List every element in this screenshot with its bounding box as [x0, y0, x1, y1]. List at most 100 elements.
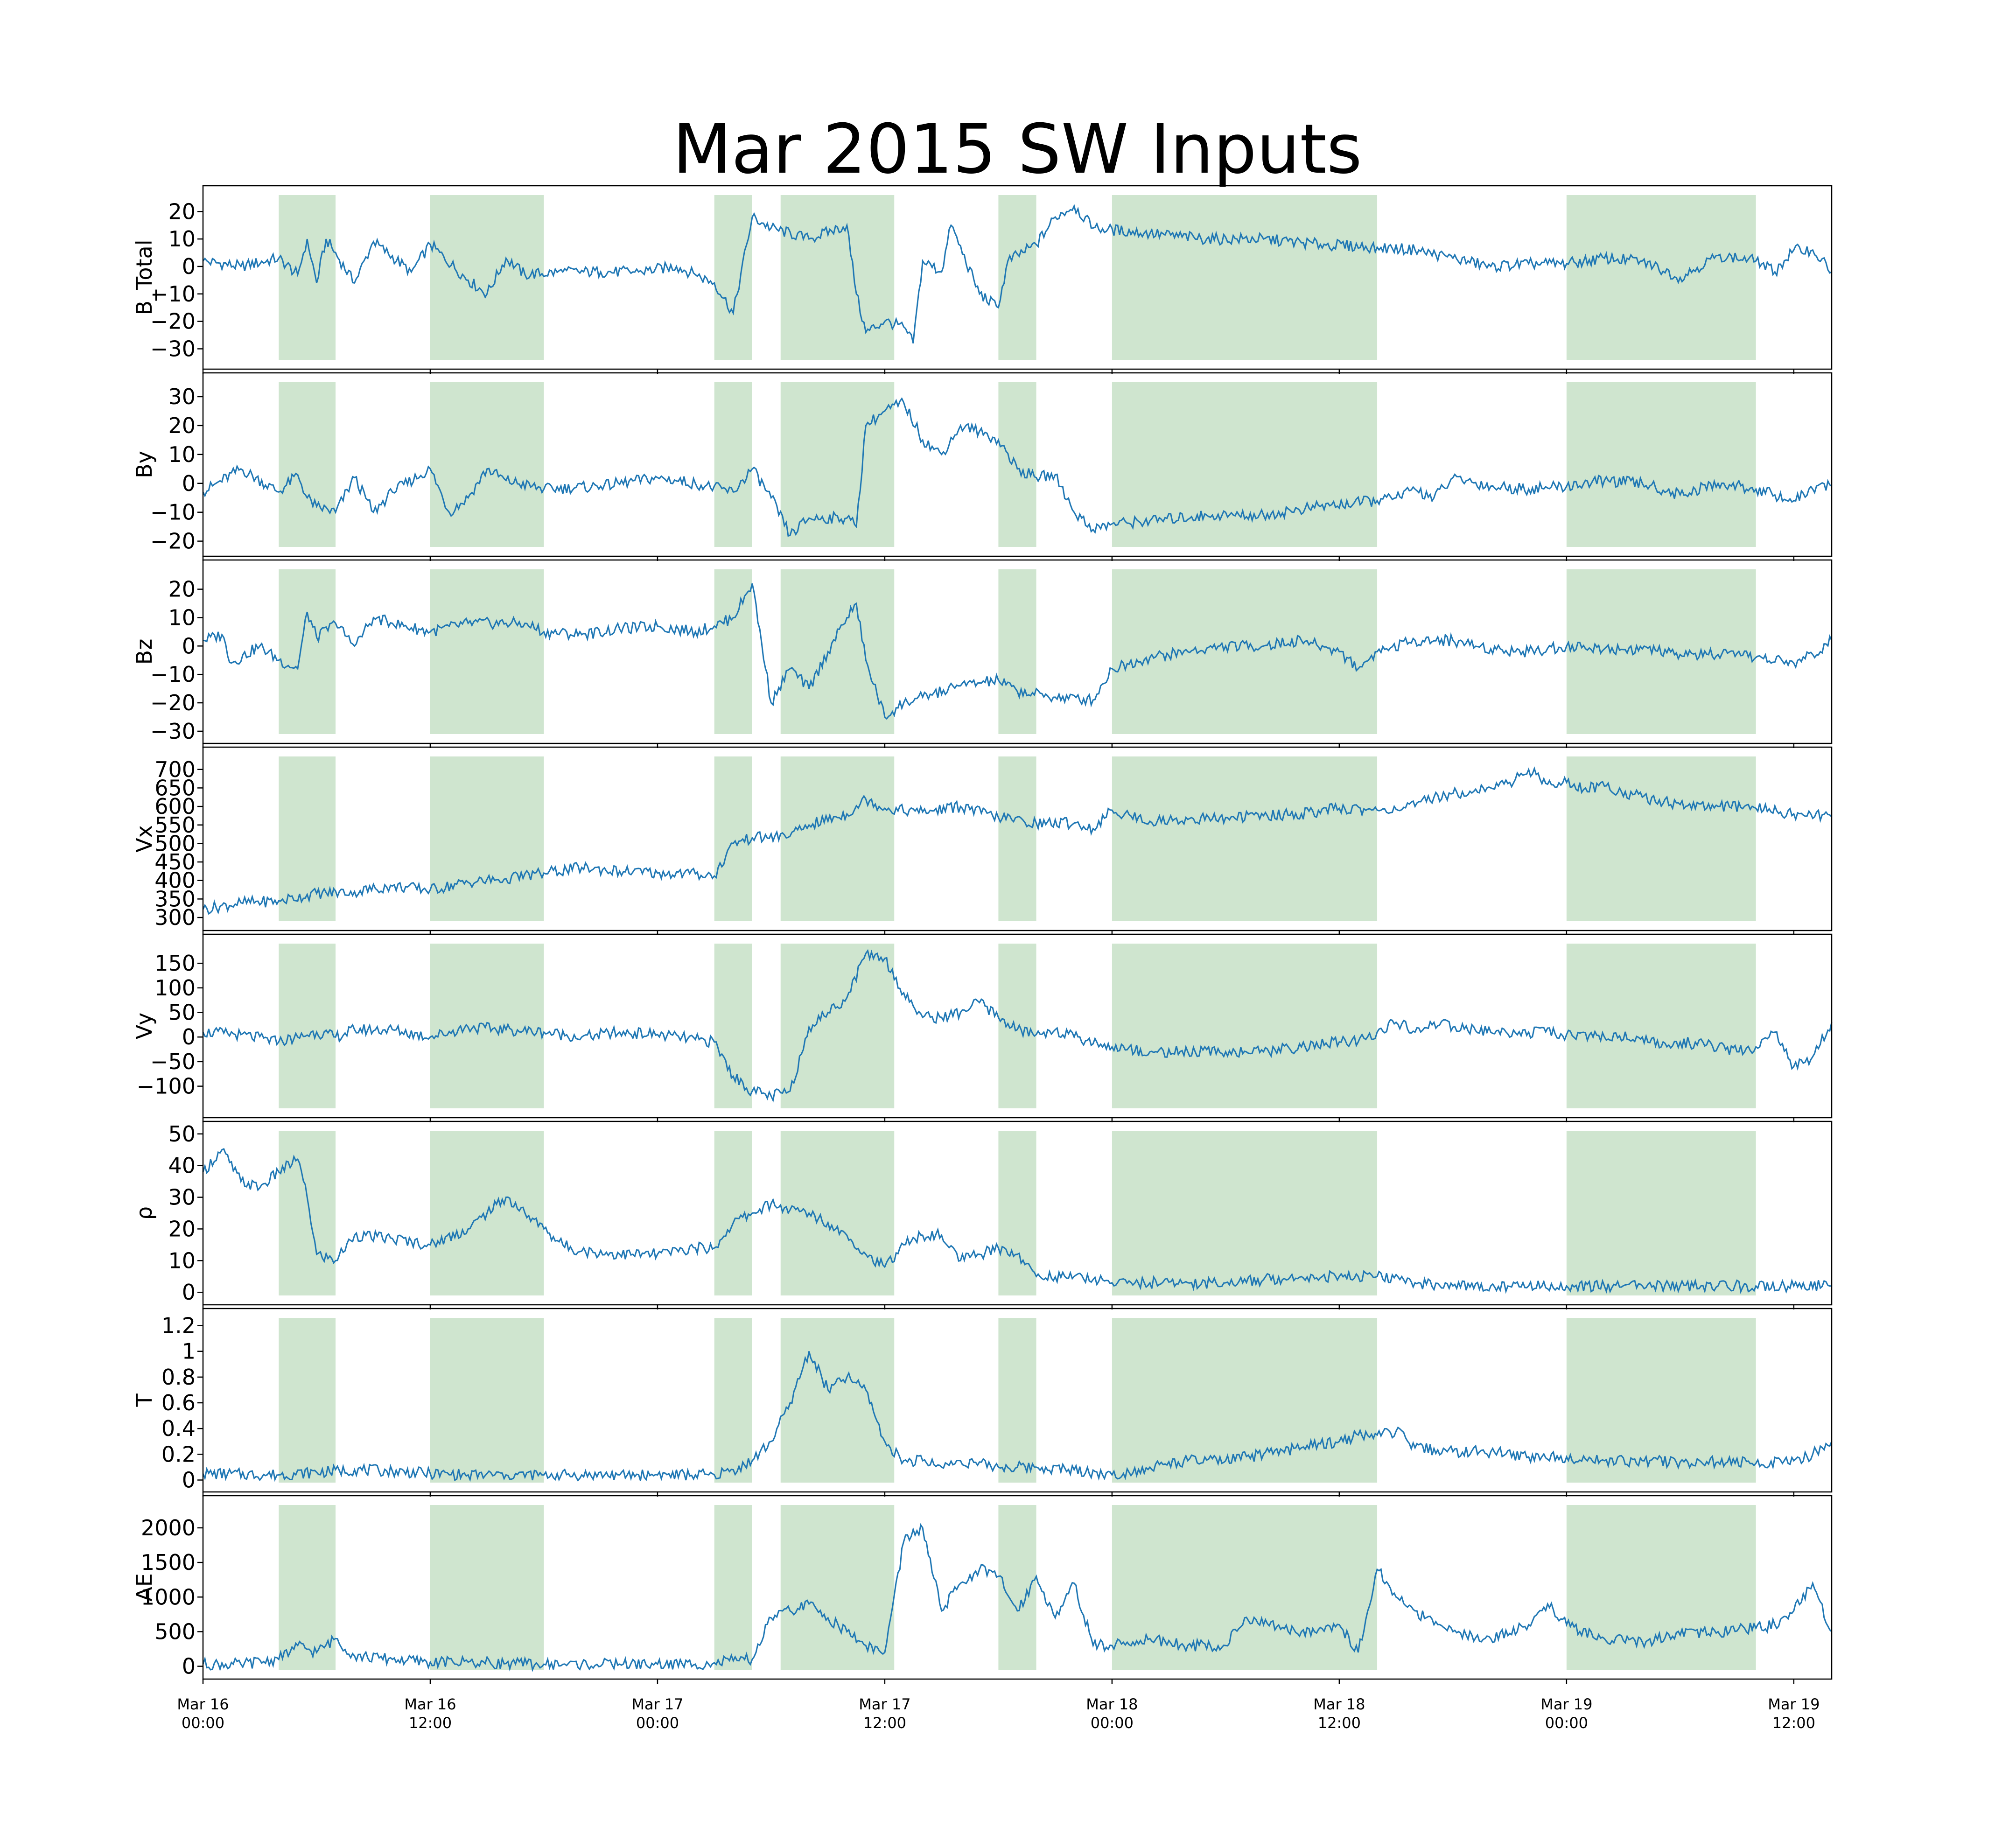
shaded-interval	[279, 1505, 336, 1670]
y-tick-label: 0.4	[161, 1416, 196, 1441]
y-tick-label: 20	[168, 1216, 196, 1241]
shaded-interval	[279, 944, 336, 1108]
y-tick-label: −10	[150, 662, 196, 687]
series-line	[202, 949, 1833, 1103]
chart-panels: 20100−10−20−30B_Total3020100−10−20By2010…	[132, 185, 1833, 1732]
shaded-interval	[1566, 944, 1756, 1108]
series-line	[202, 1523, 1833, 1673]
shaded-interval	[998, 382, 1036, 547]
y-axis-label: By	[132, 451, 157, 478]
x-tick-label: 00:00	[636, 1714, 679, 1732]
y-tick-label: 500	[154, 1619, 196, 1644]
shaded-interval	[714, 195, 752, 360]
y-tick-label: −10	[150, 500, 196, 525]
shaded-interval	[1112, 1318, 1378, 1483]
y-tick-label: 0	[182, 254, 196, 279]
y-tick-label: 150	[154, 951, 196, 976]
shaded-interval	[1566, 195, 1756, 360]
y-tick-label: −50	[150, 1049, 196, 1074]
shaded-interval	[714, 382, 752, 547]
shaded-interval	[714, 1318, 752, 1483]
x-tick-label: 12:00	[1772, 1714, 1815, 1732]
shaded-interval	[780, 569, 895, 734]
y-tick-label: −30	[150, 336, 196, 361]
x-tick-label: Mar 16	[177, 1695, 229, 1713]
panel-t: 1.210.80.60.40.20 T	[132, 1308, 1833, 1497]
y-tick-label: 0	[182, 1024, 196, 1050]
y-tick-label: 100	[154, 975, 196, 1001]
y-tick-label: 1500	[141, 1550, 196, 1575]
y-axis-label: B_Total	[132, 240, 157, 315]
panel-ae: 2000 1500 1000 500 0 AE	[132, 1495, 1833, 1684]
x-tick-label: Mar 18	[1313, 1695, 1365, 1713]
shaded-interval	[279, 569, 336, 734]
x-tick-label: Mar 17	[631, 1695, 683, 1713]
y-tick-label: 1.2	[161, 1313, 196, 1338]
y-tick-label: 50	[168, 1000, 196, 1025]
y-tick-label: 0	[182, 1654, 196, 1679]
x-tick-label: 12:00	[863, 1714, 906, 1732]
panel--: 50 40 30 20 10 0 ρ	[132, 1120, 1833, 1309]
plot-frame	[202, 372, 1833, 557]
shaded-interval	[714, 944, 752, 1108]
shaded-interval	[780, 756, 895, 921]
y-axis-label: Vx	[132, 825, 157, 853]
y-tick-label: 50	[168, 1121, 196, 1147]
y-tick-label: −30	[150, 719, 196, 744]
shaded-interval	[279, 195, 336, 360]
series-line	[203, 583, 1833, 720]
x-tick-label: Mar 18	[1086, 1695, 1138, 1713]
shaded-interval	[1112, 569, 1378, 734]
y-tick-label: 0.2	[161, 1442, 196, 1467]
x-tick-label: Mar 16	[404, 1695, 456, 1713]
y-tick-label: 400	[154, 868, 196, 893]
shaded-interval	[1566, 1131, 1756, 1295]
shaded-interval	[430, 756, 544, 921]
chart-title: Mar 2015 SW Inputs	[672, 110, 1362, 189]
shaded-interval	[1566, 382, 1756, 547]
y-tick-label: 20	[168, 199, 196, 224]
shaded-interval	[998, 1318, 1036, 1483]
series-line	[202, 1351, 1833, 1482]
x-tick-label: 12:00	[1318, 1714, 1361, 1732]
x-tick-label: 00:00	[1545, 1714, 1588, 1732]
shaded-interval	[714, 1131, 752, 1295]
shaded-interval	[430, 944, 544, 1108]
y-tick-label: 30	[168, 1185, 196, 1210]
y-tick-label: 30	[168, 384, 196, 409]
shaded-interval	[279, 382, 336, 547]
shaded-interval	[998, 195, 1036, 360]
shaded-interval	[1566, 1318, 1756, 1483]
y-tick-label: 20	[168, 577, 196, 602]
y-tick-label: 40	[168, 1153, 196, 1178]
plot-frame	[202, 746, 1833, 931]
y-axis-label: Bz	[132, 639, 157, 665]
shaded-interval	[430, 195, 544, 360]
shaded-interval	[780, 944, 895, 1108]
series-line	[202, 397, 1832, 537]
shaded-interval	[1566, 756, 1756, 921]
shaded-interval	[780, 1505, 895, 1670]
x-tick-label: Mar 19	[1540, 1695, 1592, 1713]
x-tick-label: 00:00	[182, 1714, 224, 1732]
x-tick-label: Mar 19	[1768, 1695, 1820, 1713]
y-axis-label: AE	[132, 1573, 157, 1602]
y-tick-label: 10	[168, 442, 196, 467]
shaded-interval	[430, 1505, 544, 1670]
y-axis-label: Vy	[132, 1013, 157, 1039]
panel-bz: 20 10 0 −10 −20 −30 Bz	[132, 559, 1833, 748]
x-tick-label: 12:00	[409, 1714, 452, 1732]
shaded-interval	[430, 569, 544, 734]
shaded-interval	[780, 195, 895, 360]
plot-frame	[202, 559, 1833, 744]
y-tick-label: 20	[168, 413, 196, 438]
shaded-interval	[1112, 1131, 1378, 1295]
panel-by: 30 20 10 0 −10 −20 By	[132, 372, 1833, 561]
shaded-interval	[998, 569, 1036, 734]
shaded-interval	[1566, 1505, 1756, 1670]
shaded-interval	[714, 1505, 752, 1670]
y-tick-label: −20	[150, 309, 196, 334]
